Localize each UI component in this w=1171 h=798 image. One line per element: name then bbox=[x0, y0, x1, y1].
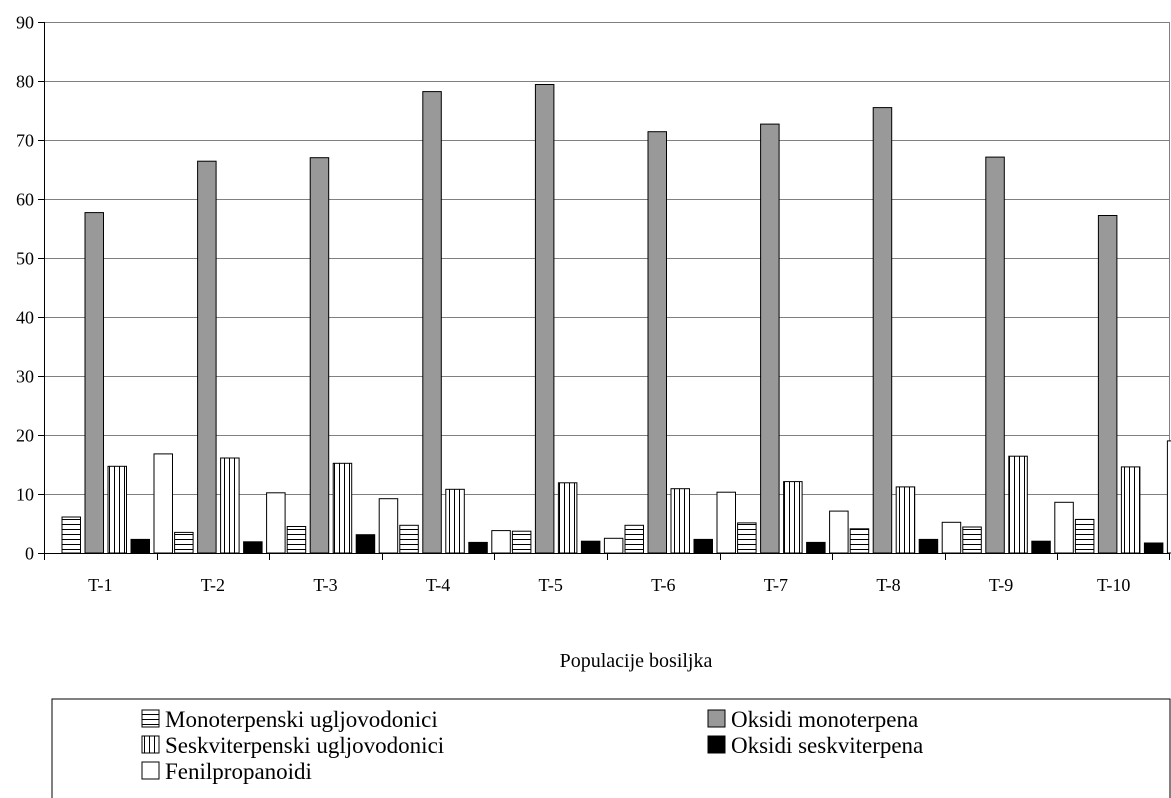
bar bbox=[580, 540, 601, 554]
legend-label: Oksidi monoterpena bbox=[731, 707, 918, 732]
bar bbox=[61, 516, 81, 554]
bar bbox=[468, 541, 488, 554]
x-tick-label: T-4 bbox=[426, 575, 450, 595]
bar bbox=[130, 538, 150, 554]
bar bbox=[737, 522, 757, 554]
bar bbox=[806, 541, 826, 554]
bar bbox=[107, 465, 127, 554]
bar bbox=[84, 212, 104, 554]
x-tick-label: T-10 bbox=[1097, 575, 1130, 595]
bar bbox=[1143, 542, 1164, 554]
bar bbox=[647, 131, 667, 554]
bar bbox=[355, 534, 376, 554]
bar bbox=[1097, 215, 1118, 554]
legend-label: Oksidi seskviterpena bbox=[731, 733, 923, 758]
y-tick-label: 70 bbox=[16, 131, 34, 151]
bar bbox=[693, 538, 713, 554]
bar bbox=[220, 457, 240, 554]
y-tick-label: 20 bbox=[16, 426, 34, 446]
x-tick-label: T-2 bbox=[201, 575, 225, 595]
bar bbox=[872, 107, 893, 554]
bar bbox=[286, 526, 307, 554]
bar bbox=[491, 530, 511, 554]
bar bbox=[941, 521, 962, 554]
bar bbox=[309, 157, 330, 554]
legend-label: Fenilpropanoidi bbox=[165, 759, 312, 784]
y-tick-label: 0 bbox=[25, 544, 34, 564]
bar bbox=[829, 510, 849, 554]
y-tick-label: 40 bbox=[16, 308, 34, 328]
bar bbox=[849, 528, 870, 554]
legend-swatch bbox=[141, 735, 160, 754]
bar bbox=[1054, 501, 1074, 554]
y-tick-label: 30 bbox=[16, 367, 34, 387]
legend-box bbox=[51, 698, 1171, 798]
bar bbox=[624, 524, 644, 554]
bar bbox=[985, 156, 1005, 554]
legend-swatch bbox=[141, 709, 160, 728]
bar bbox=[197, 160, 217, 554]
bar bbox=[378, 498, 399, 554]
bar bbox=[603, 537, 624, 554]
bar bbox=[422, 91, 442, 554]
y-tick-label: 50 bbox=[16, 249, 34, 269]
legend-swatch bbox=[707, 735, 726, 754]
legend-label: Seskviterpenski ugljovodonici bbox=[165, 733, 444, 758]
bar bbox=[332, 462, 353, 554]
bar bbox=[243, 541, 263, 554]
x-tick-label: T-6 bbox=[651, 575, 675, 595]
x-tick-label: T-5 bbox=[539, 575, 563, 595]
legend-swatch bbox=[707, 709, 726, 728]
y-tick-label: 90 bbox=[16, 13, 34, 33]
bar bbox=[918, 538, 939, 554]
bar bbox=[1166, 440, 1171, 554]
x-tick-label: T-9 bbox=[989, 575, 1013, 595]
bar bbox=[557, 482, 578, 554]
plot-area: 0 10 20 30 40 50 60 70 80 90 T-1 T-2 T-3 T-4 T-5 T-6 T-7… bbox=[16, 13, 1171, 595]
bar bbox=[153, 453, 173, 554]
x-tick-label: T-1 bbox=[88, 575, 112, 595]
bar bbox=[962, 526, 982, 554]
bar bbox=[783, 481, 803, 554]
bar bbox=[760, 123, 780, 554]
bar bbox=[511, 530, 532, 554]
x-tick-label: T-7 bbox=[764, 575, 788, 595]
bar bbox=[266, 492, 286, 554]
legend: Monoterpenski ugljovodonici Oksidi monote… bbox=[51, 698, 1171, 798]
x-tick-label: T-3 bbox=[313, 575, 337, 595]
bar bbox=[174, 531, 194, 554]
y-tick-label: 80 bbox=[16, 72, 34, 92]
bar bbox=[670, 488, 690, 554]
bar bbox=[1008, 455, 1028, 554]
bar bbox=[399, 524, 419, 554]
x-tick-label: T-8 bbox=[876, 575, 900, 595]
bar bbox=[1120, 466, 1141, 554]
legend-swatch bbox=[141, 761, 160, 780]
y-tick-label: 60 bbox=[16, 190, 34, 210]
y-tick-label: 10 bbox=[16, 485, 34, 505]
bar bbox=[716, 491, 736, 554]
x-axis-title: Populacije bosiljka bbox=[560, 650, 713, 672]
bar bbox=[895, 486, 916, 554]
bar bbox=[1031, 540, 1051, 554]
bar bbox=[1074, 518, 1095, 554]
bar bbox=[445, 488, 465, 554]
legend-label: Monoterpenski ugljovodonici bbox=[165, 707, 438, 732]
bar bbox=[534, 84, 555, 554]
